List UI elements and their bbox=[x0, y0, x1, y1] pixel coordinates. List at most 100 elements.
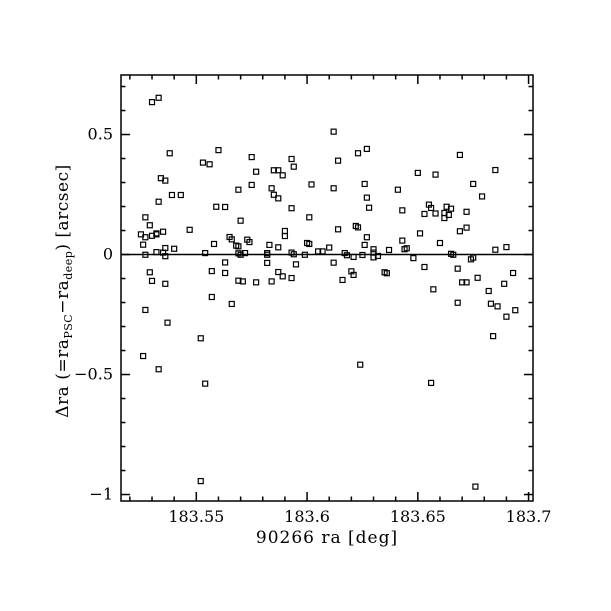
data-point bbox=[288, 205, 295, 212]
data-point bbox=[339, 276, 346, 284]
data-point bbox=[421, 210, 428, 218]
y-tick-label: 0.5 bbox=[88, 125, 113, 144]
data-point bbox=[399, 207, 406, 214]
data-point bbox=[454, 299, 461, 306]
data-point bbox=[334, 157, 342, 164]
data-point bbox=[228, 300, 235, 308]
data-point bbox=[202, 249, 209, 257]
data-point bbox=[361, 241, 368, 249]
data-point bbox=[275, 167, 282, 174]
data-point bbox=[239, 278, 246, 285]
data-point bbox=[199, 159, 207, 166]
data-point bbox=[470, 180, 477, 188]
data-point bbox=[202, 380, 209, 387]
data-point bbox=[222, 203, 229, 211]
y-axis-title-sub-psc: PSC bbox=[62, 313, 75, 339]
data-point bbox=[421, 263, 428, 271]
data-point bbox=[248, 153, 255, 161]
y-axis-title-suffix: ) [arcsec] bbox=[53, 164, 73, 251]
data-point bbox=[414, 169, 421, 177]
data-point bbox=[288, 274, 295, 282]
data-point bbox=[503, 243, 510, 251]
data-point bbox=[492, 166, 499, 174]
data-point bbox=[308, 181, 315, 188]
data-point bbox=[330, 128, 337, 135]
data-point bbox=[354, 150, 362, 157]
data-point bbox=[164, 319, 171, 326]
data-point bbox=[487, 300, 495, 307]
data-point bbox=[235, 186, 242, 193]
data-point bbox=[445, 211, 452, 219]
data-point bbox=[490, 333, 497, 340]
data-point bbox=[330, 185, 337, 192]
data-point bbox=[350, 253, 357, 261]
data-point bbox=[436, 239, 444, 247]
data-point bbox=[432, 210, 439, 217]
data-point bbox=[166, 150, 173, 157]
data-point bbox=[370, 246, 377, 253]
data-point bbox=[326, 244, 333, 251]
data-point bbox=[142, 214, 149, 221]
data-point bbox=[430, 286, 437, 293]
data-point bbox=[215, 147, 222, 154]
data-point bbox=[463, 279, 470, 286]
data-point bbox=[235, 243, 242, 250]
data-point bbox=[363, 194, 370, 201]
y-tick-label: 0 bbox=[103, 245, 113, 264]
data-point bbox=[463, 224, 470, 231]
data-point bbox=[146, 269, 153, 276]
data-point bbox=[153, 249, 160, 256]
data-point bbox=[275, 244, 282, 251]
x-axis-title: 90266 ra [deg] bbox=[121, 528, 533, 548]
data-point bbox=[213, 203, 220, 210]
data-point bbox=[319, 248, 326, 255]
data-point bbox=[494, 303, 501, 310]
data-point bbox=[363, 145, 370, 153]
data-point bbox=[503, 313, 510, 320]
data-point bbox=[162, 177, 169, 184]
data-point bbox=[264, 251, 271, 258]
data-point bbox=[454, 265, 461, 272]
data-point bbox=[162, 280, 169, 287]
data-point bbox=[359, 251, 366, 259]
data-point bbox=[354, 224, 362, 231]
data-point bbox=[290, 251, 297, 258]
data-point bbox=[512, 307, 519, 314]
data-point bbox=[208, 267, 215, 275]
data-point bbox=[237, 217, 244, 224]
data-point bbox=[148, 99, 156, 106]
x-tick-label: 183.7 bbox=[506, 507, 552, 526]
data-point bbox=[155, 198, 162, 205]
data-point bbox=[361, 180, 368, 188]
data-point bbox=[142, 251, 149, 258]
data-point bbox=[253, 168, 260, 175]
data-point bbox=[428, 204, 435, 212]
x-tick-label: 183.55 bbox=[168, 507, 224, 526]
data-point bbox=[279, 273, 286, 280]
x-tick-label: 183.6 bbox=[284, 507, 330, 526]
data-point bbox=[456, 151, 464, 159]
data-point bbox=[399, 237, 406, 244]
data-point bbox=[365, 204, 373, 211]
data-point bbox=[197, 477, 204, 485]
data-point bbox=[281, 227, 289, 235]
data-point bbox=[275, 268, 282, 276]
data-point bbox=[357, 361, 364, 368]
data-point bbox=[208, 293, 215, 301]
data-point bbox=[428, 379, 435, 387]
data-point bbox=[155, 366, 162, 373]
data-point bbox=[222, 269, 229, 277]
data-point bbox=[410, 255, 417, 262]
data-point bbox=[142, 306, 149, 314]
data-point bbox=[363, 234, 370, 241]
data-point bbox=[142, 234, 149, 241]
data-point bbox=[350, 271, 357, 279]
data-point bbox=[168, 191, 176, 199]
data-point bbox=[159, 228, 167, 235]
data-point bbox=[248, 181, 255, 189]
data-point bbox=[472, 483, 479, 490]
data-point bbox=[146, 222, 153, 229]
data-point bbox=[292, 261, 300, 268]
